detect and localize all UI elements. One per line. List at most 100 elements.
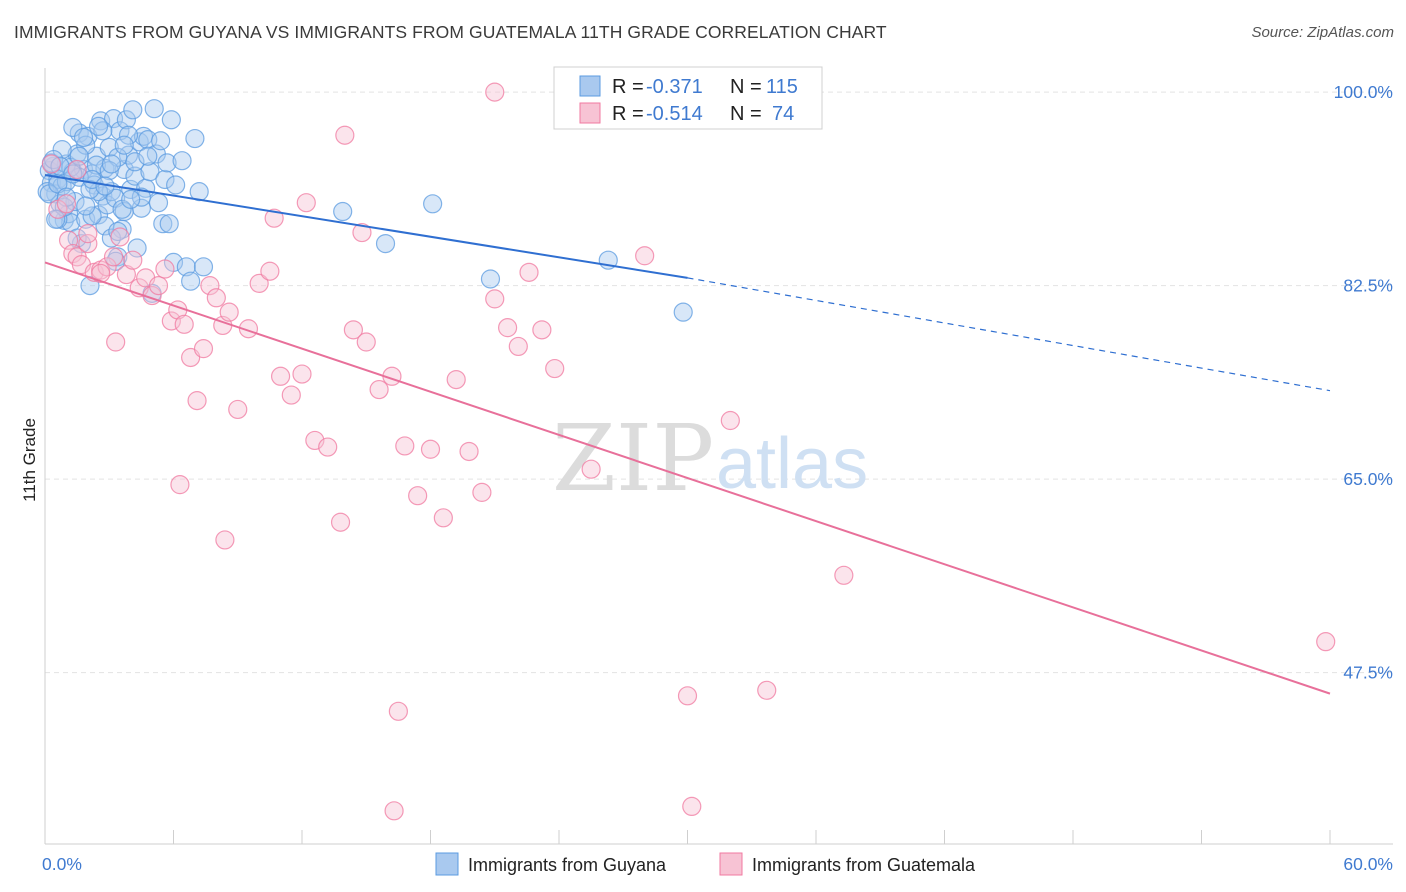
point-guatemala bbox=[206, 288, 226, 308]
point-guatemala bbox=[384, 801, 404, 821]
point-guatemala bbox=[682, 796, 702, 817]
y-axis-label: 11th Grade bbox=[20, 418, 39, 502]
point-guyana bbox=[63, 117, 83, 138]
point-guyana bbox=[161, 110, 181, 130]
watermark-zip: ZIP bbox=[552, 405, 714, 512]
point-guyana bbox=[673, 302, 693, 322]
point-guyana bbox=[116, 110, 136, 130]
point-guatemala bbox=[219, 302, 239, 322]
legend-guatemala-marker bbox=[719, 852, 743, 876]
point-guatemala bbox=[356, 332, 376, 352]
point-guyana bbox=[172, 151, 192, 171]
trend-line-guatemala bbox=[44, 261, 1331, 695]
point-guyana bbox=[480, 269, 501, 289]
point-guyana bbox=[138, 146, 158, 166]
point-guatemala bbox=[581, 459, 601, 479]
y-tick-label: 65.0% bbox=[1343, 469, 1393, 489]
point-guatemala bbox=[249, 273, 269, 294]
point-guatemala bbox=[91, 263, 111, 284]
gridlines bbox=[45, 91, 1393, 674]
point-guatemala bbox=[67, 159, 87, 180]
x-tick-labels: 0.0% 60.0% bbox=[42, 854, 1393, 874]
point-guyana bbox=[423, 194, 443, 214]
point-guyana bbox=[151, 131, 171, 151]
point-guyana bbox=[333, 201, 353, 222]
point-guyana bbox=[125, 166, 145, 186]
y-tick-label: 47.5% bbox=[1343, 663, 1393, 683]
source-label: Source: ZipAtlas.com bbox=[1251, 24, 1394, 41]
point-guyana bbox=[76, 135, 96, 155]
point-guatemala bbox=[56, 194, 77, 214]
point-guyana bbox=[110, 121, 130, 141]
stats-legend: R = -0.371 N = 115 R = -0.514 N = 74 bbox=[553, 66, 823, 130]
watermark-atlas: atlas bbox=[716, 424, 868, 504]
point-guatemala bbox=[215, 530, 235, 550]
legend-guyana-marker bbox=[435, 852, 459, 876]
point-guatemala bbox=[485, 289, 505, 309]
point-guatemala bbox=[103, 247, 124, 267]
point-guatemala bbox=[41, 154, 62, 174]
point-guyana bbox=[101, 154, 121, 174]
x-tick-label: 0.0% bbox=[42, 854, 82, 874]
point-guatemala bbox=[292, 364, 312, 384]
legend-guatemala-n-value: 74 bbox=[772, 103, 794, 125]
trend-line-guyana-extension bbox=[687, 277, 1331, 392]
point-guyana bbox=[121, 189, 141, 209]
legend-guyana-r-label: R = bbox=[612, 76, 644, 98]
point-guatemala bbox=[519, 262, 539, 282]
y-tick-label: 100.0% bbox=[1334, 82, 1393, 102]
point-guatemala bbox=[123, 250, 143, 270]
point-guatemala bbox=[228, 399, 248, 420]
point-guyana bbox=[153, 214, 173, 234]
point-guatemala bbox=[635, 246, 655, 266]
trend-lines bbox=[44, 174, 1331, 695]
point-guatemala bbox=[155, 259, 175, 279]
point-guyana bbox=[114, 135, 134, 155]
point-guatemala bbox=[343, 320, 363, 340]
point-guatemala bbox=[508, 336, 528, 357]
point-guatemala bbox=[395, 436, 415, 456]
point-guyana bbox=[157, 153, 177, 173]
point-guatemala bbox=[78, 233, 98, 254]
point-guatemala bbox=[485, 82, 505, 102]
point-guatemala bbox=[677, 686, 698, 706]
legend-guyana-n-value: 115 bbox=[766, 76, 798, 98]
point-guyana bbox=[185, 128, 205, 149]
point-guatemala bbox=[433, 508, 453, 528]
point-guatemala bbox=[148, 276, 169, 296]
point-guyana bbox=[166, 175, 186, 195]
point-guatemala bbox=[369, 379, 389, 400]
legend-guyana-swatch bbox=[579, 75, 601, 97]
point-guatemala bbox=[174, 314, 194, 334]
point-guyana bbox=[88, 116, 109, 136]
point-guyana bbox=[144, 99, 164, 119]
point-guatemala bbox=[238, 319, 259, 339]
point-guatemala bbox=[446, 370, 466, 390]
point-guatemala bbox=[532, 320, 552, 340]
y-tick-label: 82.5% bbox=[1343, 276, 1393, 296]
point-guyana bbox=[176, 257, 196, 277]
point-guatemala bbox=[260, 261, 280, 281]
point-guatemala bbox=[318, 437, 338, 457]
point-guyana bbox=[76, 196, 96, 216]
axes bbox=[44, 68, 1393, 845]
series-legend: Immigrants from Guyana Immigrants from G… bbox=[435, 852, 976, 876]
point-guatemala bbox=[834, 565, 854, 585]
point-guatemala bbox=[187, 391, 207, 411]
point-guatemala bbox=[110, 227, 130, 247]
point-guatemala bbox=[270, 366, 291, 386]
point-guatemala bbox=[296, 193, 316, 213]
point-guyana bbox=[140, 162, 160, 182]
point-guyana bbox=[123, 100, 143, 120]
legend-guatemala-r-value: -0.514 bbox=[646, 103, 703, 125]
point-guatemala bbox=[352, 222, 372, 243]
point-guyana bbox=[148, 193, 169, 213]
point-guatemala bbox=[757, 680, 777, 700]
point-guatemala bbox=[264, 208, 284, 228]
legend-guatemala-n-label: N = bbox=[730, 103, 762, 125]
x-tick-label: 60.0% bbox=[1343, 854, 1393, 874]
point-guatemala bbox=[1316, 632, 1336, 652]
point-guatemala bbox=[78, 224, 98, 244]
point-guatemala bbox=[388, 701, 408, 721]
